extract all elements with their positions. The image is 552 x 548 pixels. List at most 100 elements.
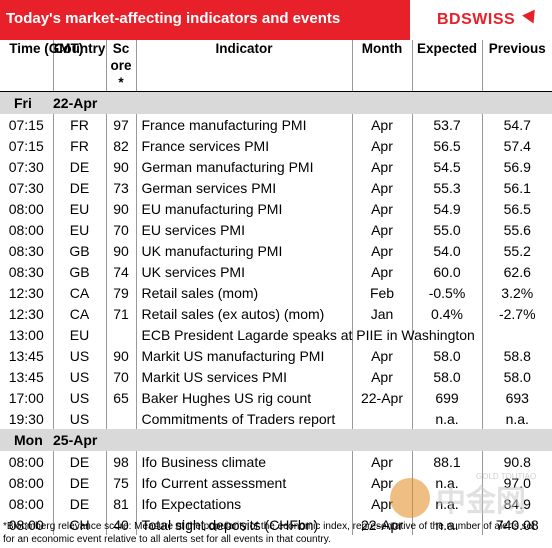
cell-score: 71 — [106, 303, 137, 324]
cell-month: Apr — [352, 261, 413, 282]
cell-time: 07:30 — [0, 156, 54, 177]
cell-expected: 88.1 — [412, 451, 483, 472]
cell-country: FR — [53, 114, 107, 135]
bdswiss-logo: BDSWISS — [437, 11, 516, 28]
cell-month: Feb — [352, 282, 413, 303]
cell-indicator: German manufacturing PMI — [136, 156, 353, 177]
cell-month: 22-Apr — [352, 514, 413, 535]
cell-expected: n.a. — [412, 493, 483, 514]
table-row: 13:45 US 70 Markit US services PMI Apr 58.0 58… — [0, 366, 552, 387]
cell-month: Apr — [352, 451, 413, 472]
cell-indicator: Commitments of Traders report — [136, 408, 353, 429]
cell-country: US — [53, 387, 107, 408]
cell-indicator: UK manufacturing PMI — [136, 240, 353, 261]
table-row: 17:00 US 65 Baker Hughes US rig count 22-Apr… — [0, 387, 552, 408]
cell-indicator: Baker Hughes US rig count — [136, 387, 353, 408]
cell-time: 07:30 — [0, 177, 54, 198]
cell-month: Jan — [352, 303, 413, 324]
cell-time: 08:30 — [0, 261, 54, 282]
cell-month: Apr — [352, 156, 413, 177]
cell-indicator: EU services PMI — [136, 219, 353, 240]
cell-country: FR — [53, 135, 107, 156]
cell-score: 75 — [106, 472, 137, 493]
cell-indicator: Ifo Expectations — [136, 493, 353, 514]
day-name: Fri — [0, 91, 53, 114]
day-date: 22-Apr — [53, 91, 552, 114]
cell-country: EU — [53, 219, 107, 240]
cell-previous: -2.7% — [498, 305, 536, 322]
table-row: 08:00 EU 70 EU services PMI Apr 55.0 55.6 — [0, 219, 552, 240]
cell-expected: 699 — [412, 387, 483, 408]
cell-previous: 62.6 — [503, 263, 531, 280]
cell-previous: 57.4 — [503, 137, 531, 154]
title-bar: Today's market-affecting indicators and … — [0, 0, 552, 40]
cell-time: 08:00 — [0, 198, 54, 219]
cell-previous: 3.2% — [501, 284, 534, 301]
cell-month — [352, 324, 413, 345]
cell-expected: 60.0 — [412, 261, 483, 282]
cell-score: 97 — [106, 114, 137, 135]
cell-time: 12:30 — [0, 303, 54, 324]
cell-indicator: France services PMI — [136, 135, 353, 156]
cell-previous: 56.5 — [503, 200, 531, 217]
cell-indicator: Ifo Business climate — [136, 451, 353, 472]
cell-previous: 58.0 — [503, 368, 531, 385]
day-header-row: Mon 25-Apr — [0, 429, 552, 451]
cell-time: 17:00 — [0, 387, 54, 408]
cell-score: 65 — [106, 387, 137, 408]
col-header-previous: Previous — [482, 40, 552, 92]
table-row: 07:15 FR 97 France manufacturing PMI Apr 53.7… — [0, 114, 552, 135]
cell-month: Apr — [352, 177, 413, 198]
cell-expected: 53.7 — [412, 114, 483, 135]
cell-time: 12:30 — [0, 282, 54, 303]
cell-score: 90 — [106, 240, 137, 261]
cell-time: 08:30 — [0, 240, 54, 261]
col-header-country: Country — [53, 40, 107, 92]
cell-time: 13:00 — [0, 324, 54, 345]
cell-time: 07:15 — [0, 114, 54, 135]
cell-previous: 693 — [505, 389, 529, 406]
cell-month: Apr — [352, 366, 413, 387]
cell-time: 08:00 — [0, 472, 54, 493]
cell-month: Apr — [352, 135, 413, 156]
cell-score: 90 — [106, 198, 137, 219]
cell-indicator: Total sight deposits (CHFbn) — [136, 514, 353, 535]
page-title: Today's market-affecting indicators and … — [6, 10, 341, 27]
cell-month: 22-Apr — [352, 387, 413, 408]
col-header-indicator: Indicator — [136, 40, 353, 92]
cell-country: US — [53, 408, 107, 429]
cell-country: DE — [53, 472, 107, 493]
cell-country: DE — [53, 493, 107, 514]
cell-score: 90 — [106, 345, 137, 366]
table-row: 08:00 DE 98 Ifo Business climate Apr 88.1 90.8 — [0, 451, 552, 472]
cell-time: 08:00 — [0, 514, 54, 535]
table-row: 12:30 CA 79 Retail sales (mom) Feb -0.5% 3.2% — [0, 282, 552, 303]
cell-expected: 55.3 — [412, 177, 483, 198]
col-header-time: Time (GMT) — [0, 40, 83, 92]
cell-indicator: ECB President Lagarde speaks at PIIE in … — [136, 324, 475, 345]
logo-box: BDSWISS — [410, 0, 552, 40]
cell-expected: n.a. — [412, 472, 483, 493]
cell-expected: -0.5% — [412, 282, 483, 303]
cell-score — [106, 324, 137, 345]
cell-month: Apr — [352, 219, 413, 240]
table-row: 19:30 US Commitments of Traders report n.a.… — [0, 408, 552, 429]
cell-previous: 90.8 — [503, 453, 531, 470]
cell-score: 79 — [106, 282, 137, 303]
cell-score: 82 — [106, 135, 137, 156]
cell-previous: 740.08 — [495, 516, 539, 533]
table-row: 13:00 EU ECB President Lagarde speaks at P… — [0, 324, 552, 345]
cell-country: US — [53, 345, 107, 366]
cell-previous — [482, 324, 552, 345]
cell-indicator: Markit US services PMI — [136, 366, 353, 387]
cell-month: Apr — [352, 198, 413, 219]
cell-indicator: Markit US manufacturing PMI — [136, 345, 353, 366]
cell-country: GB — [53, 261, 107, 282]
cell-country: EU — [53, 198, 107, 219]
cell-month: Apr — [352, 472, 413, 493]
cell-time: 08:00 — [0, 451, 54, 472]
cell-time: 07:15 — [0, 135, 54, 156]
cell-time: 19:30 — [0, 408, 54, 429]
table-row: 08:30 GB 90 UK manufacturing PMI Apr 54.0 55.2 — [0, 240, 552, 261]
table-row: 08:00 EU 90 EU manufacturing PMI Apr 54.9 56.5 — [0, 198, 552, 219]
